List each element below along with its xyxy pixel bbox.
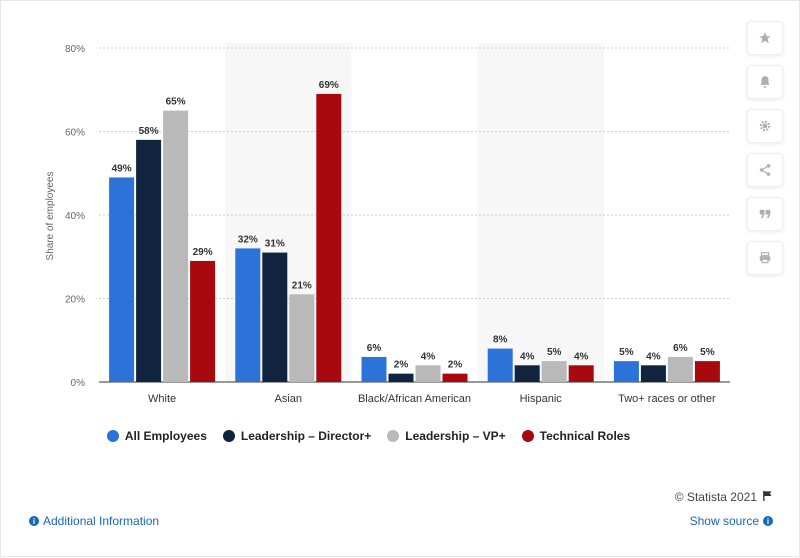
data-label: 4%: [520, 351, 535, 362]
bar[interactable]: [388, 373, 414, 382]
bar[interactable]: [415, 365, 441, 382]
credit-text: © Statista 2021: [674, 490, 757, 504]
bar[interactable]: [235, 248, 261, 382]
bar[interactable]: [316, 93, 342, 383]
data-label: 69%: [319, 80, 339, 91]
data-label: 5%: [619, 347, 634, 358]
legend-item[interactable]: All Employees: [106, 429, 207, 443]
bar[interactable]: [442, 373, 468, 382]
bar[interactable]: [262, 252, 288, 382]
y-tick-labels: 0% 20% 40% 60% 80%: [65, 44, 85, 389]
legend-marker: [106, 430, 119, 442]
legend-item[interactable]: Technical Roles: [521, 429, 631, 443]
x-tick-labels: White Asian Black/African American Hispanic…: [148, 393, 716, 405]
category-band: [477, 43, 604, 382]
x-tick-label: White: [148, 393, 176, 405]
y-tick-label: 40%: [65, 211, 85, 222]
star-icon: [758, 31, 772, 45]
bell-icon: [758, 75, 772, 89]
bars: [109, 93, 720, 383]
y-tick-label: 80%: [65, 44, 85, 55]
y-axis-label: Share of employees: [45, 172, 56, 261]
data-label: 29%: [193, 247, 213, 258]
legend-label: Leadership – Director+: [240, 429, 372, 443]
notification-button[interactable]: [747, 65, 783, 99]
x-tick-label: Asian: [275, 393, 303, 405]
print-button[interactable]: [747, 241, 783, 275]
settings-button[interactable]: [747, 109, 783, 143]
legend-item[interactable]: Leadership – VP+: [387, 429, 506, 443]
y-tick-label: 0%: [71, 378, 86, 389]
additional-information-link[interactable]: i Additional Information: [29, 514, 159, 528]
side-toolbar: [747, 21, 783, 285]
bar[interactable]: [190, 260, 216, 382]
legend-marker: [387, 430, 400, 442]
data-label: 4%: [646, 351, 661, 362]
additional-information-label: Additional Information: [43, 514, 160, 528]
bar[interactable]: [109, 177, 135, 382]
data-label: 5%: [547, 347, 562, 358]
legend-label: All Employees: [124, 429, 207, 443]
legend-item[interactable]: Leadership – Director+: [222, 429, 372, 443]
bar[interactable]: [163, 110, 189, 382]
show-source-link[interactable]: Show source i: [690, 514, 773, 528]
data-label: 65%: [166, 97, 186, 108]
x-tick-label: Black/African American: [358, 393, 471, 405]
data-label: 5%: [700, 347, 715, 358]
statista-credit: © Statista 2021: [675, 490, 773, 504]
print-icon: [758, 251, 772, 265]
bar[interactable]: [289, 294, 315, 382]
chart-legend: All Employees Leadership – Director+ Leade…: [1, 429, 736, 443]
legend-label: Technical Roles: [539, 429, 631, 443]
bar[interactable]: [568, 365, 594, 382]
bar[interactable]: [361, 356, 387, 382]
legend-marker: [521, 430, 534, 442]
favorite-button[interactable]: [747, 21, 783, 55]
bar[interactable]: [136, 139, 162, 382]
show-source-label: Show source: [689, 514, 759, 528]
gear-icon: [758, 119, 772, 133]
data-label: 58%: [139, 126, 159, 137]
bar[interactable]: [667, 356, 693, 382]
y-tick-label: 60%: [65, 128, 85, 139]
y-tick-label: 20%: [65, 295, 85, 306]
data-label: 2%: [448, 360, 463, 371]
data-label: 8%: [493, 335, 508, 346]
data-label: 4%: [574, 351, 589, 362]
quote-icon: [758, 207, 772, 221]
legend-marker: [222, 430, 235, 442]
bar[interactable]: [613, 361, 639, 382]
legend-label: Leadership – VP+: [405, 429, 506, 443]
bar[interactable]: [640, 365, 666, 382]
data-label: 6%: [367, 343, 382, 354]
data-label: 6%: [673, 343, 688, 354]
data-label: 49%: [112, 163, 132, 174]
data-label: 31%: [265, 239, 285, 250]
data-labels: 49% 58% 65% 29% 32% 31% 21% 69% 6% 2% 4% 2% 8% 4% 5% 4%…: [112, 80, 715, 371]
flag-icon[interactable]: [762, 490, 773, 504]
bar[interactable]: [487, 348, 513, 382]
data-label: 21%: [292, 280, 312, 291]
cite-button[interactable]: [747, 197, 783, 231]
share-icon: [758, 163, 772, 177]
data-label: 4%: [421, 351, 436, 362]
bar[interactable]: [694, 361, 720, 382]
x-tick-label: Two+ races or other: [618, 393, 716, 405]
info-icon: i: [763, 516, 773, 526]
bar[interactable]: [514, 365, 540, 382]
data-label: 2%: [394, 360, 409, 371]
bar[interactable]: [541, 361, 567, 382]
x-tick-label: Hispanic: [520, 393, 563, 405]
share-button[interactable]: [747, 153, 783, 187]
info-icon: i: [29, 516, 39, 526]
data-label: 32%: [238, 234, 258, 245]
